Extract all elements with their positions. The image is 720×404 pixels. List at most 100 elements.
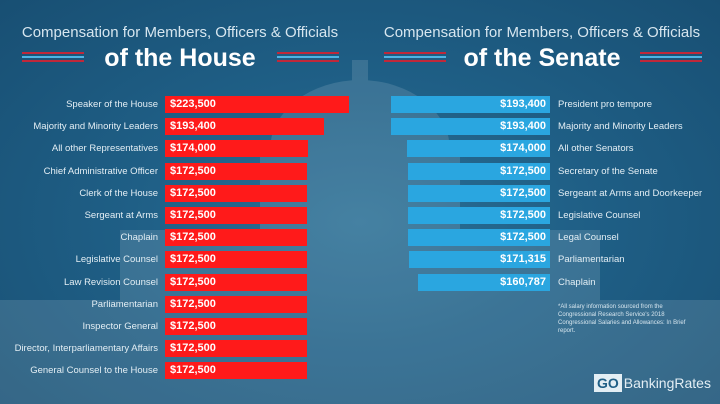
house-row: General Counsel to the House $172,500: [0, 362, 360, 380]
house-value-label: $172,500: [170, 209, 216, 221]
house-category-label: Legislative Counsel: [75, 254, 158, 266]
house-bar: [165, 318, 307, 335]
decorative-stripe: [384, 52, 446, 62]
house-value-label: $223,500: [170, 98, 216, 110]
senate-value-label: $174,000: [500, 142, 546, 155]
house-row: Clerk of the House $172,500: [0, 184, 360, 202]
house-category-label: Clerk of the House: [79, 187, 158, 199]
senate-category-label: Chaplain: [558, 276, 596, 288]
senate-value-label: $193,400: [500, 120, 546, 133]
house-row: Majority and Minority Leaders $193,400: [0, 118, 360, 136]
senate-subtitle: Compensation for Members, Officers & Off…: [383, 24, 701, 41]
house-bar: [165, 162, 307, 180]
house-bar: [165, 184, 307, 202]
house-value-label: $172,500: [170, 253, 216, 266]
house-category-label: Director, Interparliamentary Affairs: [14, 343, 158, 355]
house-bar: [165, 251, 307, 269]
senate-row: $174,000 All other Senators: [0, 140, 720, 158]
logo-name: BankingRates: [623, 375, 711, 391]
house-value-label: $172,500: [170, 320, 216, 332]
senate-category-label: President pro tempore: [558, 99, 652, 110]
house-value-label: $172,500: [170, 164, 216, 177]
senate-row: $193,400 President pro tempore: [0, 96, 720, 113]
senate-bar: [408, 229, 550, 247]
decorative-stripe: [640, 52, 702, 62]
senate-row: $172,500 Sergeant at Arms and Doorkeeper: [0, 184, 720, 202]
house-row: Sergeant at Arms $172,500: [0, 207, 360, 224]
house-value-label: $172,500: [170, 364, 216, 377]
house-bar: [165, 118, 324, 136]
logo-go: GO: [594, 374, 622, 392]
house-bar: [165, 207, 307, 224]
house-value-label: $172,500: [170, 342, 216, 355]
senate-row: $172,500 Legal Counsel: [0, 229, 720, 247]
house-value-label: $174,000: [170, 142, 216, 155]
house-value-label: $172,500: [170, 297, 216, 310]
house-bar: [165, 295, 307, 313]
senate-category-label: Legal Counsel: [558, 232, 619, 244]
senate-value-label: $172,500: [500, 231, 546, 244]
house-bar: [165, 340, 307, 358]
senate-value-label: $171,315: [500, 253, 546, 266]
house-bar: [165, 229, 307, 247]
house-category-label: General Counsel to the House: [30, 365, 158, 377]
house-category-label: Sergeant at Arms: [84, 210, 158, 221]
senate-category-label: Secretary of the Senate: [558, 165, 658, 177]
senate-value-label: $172,500: [500, 209, 546, 221]
house-row: All other Representatives $174,000: [0, 140, 360, 158]
senate-row: $172,500 Legislative Counsel: [0, 207, 720, 224]
senate-category-label: All other Senators: [558, 143, 634, 155]
senate-value-label: $160,787: [500, 275, 546, 288]
senate-title: of the Senate: [463, 44, 621, 72]
house-row: Chief Administrative Officer $172,500: [0, 162, 360, 180]
house-category-label: Chief Administrative Officer: [43, 165, 158, 177]
senate-bar: [408, 207, 550, 224]
house-category-label: All other Representatives: [51, 143, 158, 155]
house-value-label: $193,400: [170, 120, 216, 133]
house-category-label: Parliamentarian: [91, 298, 158, 310]
house-row: Speaker of the House $223,500: [0, 96, 360, 113]
decorative-stripe: [22, 52, 84, 62]
gobankingrates-logo: GO BankingRates: [594, 374, 711, 392]
senate-bar: [391, 96, 550, 113]
senate-row: $172,500 Secretary of the Senate: [0, 162, 720, 180]
senate-value-label: $193,400: [500, 98, 546, 110]
senate-category-label: Sergeant at Arms and Doorkeeper: [558, 187, 703, 199]
senate-bar: [391, 118, 550, 136]
house-bar: [165, 96, 349, 113]
senate-value-label: $172,500: [500, 164, 546, 177]
house-title: of the House: [104, 44, 256, 72]
house-category-label: Law Revision Counsel: [64, 276, 158, 288]
senate-category-label: Majority and Minority Leaders: [558, 121, 683, 133]
house-bar: [165, 273, 307, 291]
house-value-label: $172,500: [170, 186, 216, 199]
house-row: Director, Interparliamentary Affairs $17…: [0, 340, 360, 358]
house-bar: [165, 140, 309, 158]
senate-category-label: Legislative Counsel: [558, 210, 641, 221]
house-value-label: $172,500: [170, 231, 216, 244]
house-category-label: Inspector General: [82, 321, 158, 332]
footnote: *All salary information sourced from the…: [558, 304, 686, 334]
house-row: Law Revision Counsel $172,500: [0, 273, 360, 291]
senate-category-label: Parliamentarian: [558, 254, 625, 266]
house-row: Inspector General $172,500: [0, 318, 360, 335]
decorative-stripe: [277, 52, 339, 62]
senate-bar: [417, 273, 550, 291]
house-category-label: Majority and Minority Leaders: [33, 121, 158, 133]
senate-row: $160,787 Chaplain: [0, 273, 720, 291]
senate-row: $193,400 Majority and Minority Leaders: [0, 118, 720, 136]
senate-row: $171,315 Parliamentarian: [0, 251, 720, 269]
house-row: Legislative Counsel $172,500: [0, 251, 360, 269]
senate-bar: [408, 162, 550, 180]
senate-bar: [406, 140, 550, 158]
house-bar: [165, 362, 307, 380]
house-row: Parliamentarian $172,500: [0, 295, 360, 313]
house-row: Chaplain $172,500: [0, 229, 360, 247]
senate-value-label: $172,500: [500, 186, 546, 199]
senate-bar: [408, 184, 550, 202]
house-value-label: $172,500: [170, 275, 216, 288]
house-subtitle: Compensation for Members, Officers & Off…: [21, 24, 339, 41]
house-category-label: Speaker of the House: [66, 99, 158, 110]
house-category-label: Chaplain: [120, 232, 159, 244]
senate-bar: [409, 251, 550, 269]
